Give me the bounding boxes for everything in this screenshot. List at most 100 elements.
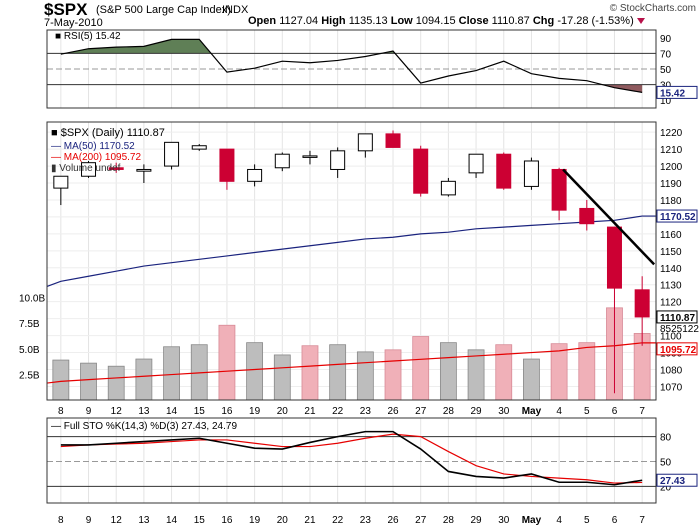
price-y-tick: 1150 [660,247,682,258]
candle-body [606,226,622,289]
volume-bar [384,349,402,401]
volume-bar [356,351,374,401]
candle-body [219,148,235,182]
candle-body [53,175,69,189]
sto-x-tick: 23 [360,515,372,526]
candle-body [634,289,650,318]
sto-x-tick: 20 [277,515,289,526]
close-last-value-box [656,310,698,324]
price-y-tick: 1210 [660,145,683,156]
price-x-tick: May [522,406,542,417]
rsi-y-tick: 70 [660,49,672,60]
candle [496,152,512,190]
candle [53,175,69,206]
sto-x-tick: May [522,515,542,526]
candle [523,157,539,190]
price-x-tick: 7 [639,406,645,417]
rsi-overbought-fill [64,39,212,54]
candle-body [413,148,429,194]
price-x-tick: 9 [86,406,92,417]
sto-x-tick: 19 [249,515,261,526]
price-y-tick: 1180 [660,196,682,207]
volume-bar [218,324,236,401]
price-x-tick: 23 [360,406,372,417]
candle [330,147,346,178]
price-y-tick: 1190 [660,179,682,190]
candle [634,276,650,346]
volume-y-tick: 7.5B [19,319,40,330]
sto-legend: — Full STO %K(14,3) %D(3) 27.43, 24.79 [51,421,237,432]
sto-panel-frame [46,417,657,504]
ma50-legend: — MA(50) 1170.52 [51,141,135,152]
candle [108,162,124,173]
price-x-tick: 16 [221,406,233,417]
candle [247,164,263,187]
price-x-tick: 20 [277,406,289,417]
candle [606,226,622,394]
price-panel-frame [46,121,657,401]
sto-x-tick: 9 [86,515,92,526]
candle-body [385,133,401,148]
price-y-tick: 1140 [660,264,682,275]
ma200-legend: — MA(200) 1095.72 [51,152,141,163]
candle-body [191,145,207,150]
volume-bar [52,359,70,401]
price-x-tick: 28 [443,406,455,417]
sto-x-tick: 5 [584,515,590,526]
sto-x-tick: 28 [443,515,455,526]
candle-body [302,155,318,158]
sto-x-tick: 4 [556,515,562,526]
price-x-tick: 15 [194,406,206,417]
sto-x-tick: 8 [58,515,64,526]
volume-last-value: 8525122 [660,324,699,335]
candle [551,167,567,221]
candle [274,152,290,172]
volume-legend: ▮ Volume undef [51,163,121,174]
ma200-last-value-box [656,342,698,356]
volume-bar [495,344,513,401]
rsi-y-tick: 90 [660,34,672,45]
sto-x-tick: 7 [639,515,645,526]
sto-x-tick: 22 [332,515,344,526]
ma200-last-value: 1095.72 [660,345,697,356]
candle-body [274,153,290,169]
low-label: Low [390,15,413,27]
candle-body [523,160,539,187]
rsi-last-value-box [656,85,698,99]
candle-body [81,162,97,177]
close-value: 1110.87 [491,15,530,27]
sto-y-tick: 80 [660,433,672,444]
candle-body [136,168,152,172]
volume-bar [80,362,97,401]
volume-y-tick: 10.0B [19,294,45,305]
low-value: 1094.15 [415,15,456,27]
price-y-tick: 1160 [660,230,682,241]
price-x-tick: 6 [612,406,618,417]
rsi-legend: ■ RSI(5) 15.42 [55,31,121,42]
candle-body [440,180,456,196]
candle-body [330,150,346,170]
sto-x-tick: 26 [387,515,399,526]
volume-bar [467,349,485,401]
candle [136,164,152,184]
volume-bar [163,346,180,401]
candle [440,177,456,197]
price-title: ■ $SPX (Daily) 1110.87 [51,127,165,139]
volume-y-tick: 2.5B [19,370,40,381]
volume-bar [246,342,264,401]
rsi-line [60,38,643,93]
high-value: 1135.13 [348,15,388,27]
price-y-tick: 1070 [660,382,683,393]
ma50-last-value-box [656,209,698,223]
candle [579,199,595,231]
ma200-line [46,342,656,384]
sto-x-tick: 15 [194,515,206,526]
candle [81,160,97,178]
volume-bar [107,365,125,401]
chg-value: -17.28 (-1.53%) [557,15,634,27]
sto-y-tick: 50 [660,458,672,469]
candle [191,144,207,151]
volume-bar [135,358,153,401]
index-name: (S&P 500 Large Cap Index) [96,4,231,16]
price-y-tick: 1130 [660,281,682,292]
